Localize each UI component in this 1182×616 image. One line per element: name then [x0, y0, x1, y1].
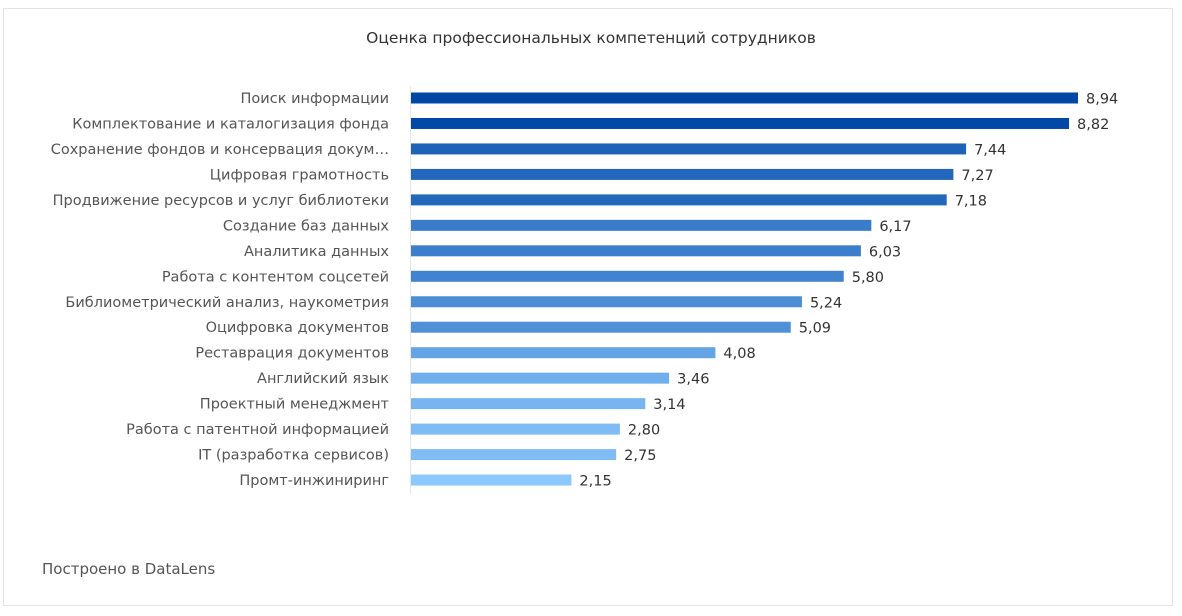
data-label: 6,03 — [869, 244, 901, 260]
footer-credit: Построено в DataLens — [42, 560, 216, 578]
category-label: Работа с патентной информацией — [126, 422, 389, 438]
bar[interactable] — [411, 194, 947, 206]
category-label: Создание баз данных — [223, 218, 390, 234]
bar[interactable] — [411, 423, 620, 435]
data-label: 8,82 — [1077, 117, 1109, 133]
data-label: 5,24 — [810, 295, 842, 311]
data-label: 6,17 — [879, 219, 911, 235]
bar[interactable] — [411, 398, 646, 410]
data-label: 7,44 — [974, 142, 1006, 158]
data-label: 2,15 — [579, 474, 611, 490]
bar[interactable] — [411, 245, 861, 257]
category-label: Оцифровка документов — [206, 320, 389, 336]
chart-title: Оценка профессиональных компетенций сотр… — [366, 29, 816, 47]
data-label: 5,80 — [852, 270, 884, 286]
data-label: 7,18 — [955, 193, 987, 209]
bar[interactable] — [411, 474, 572, 486]
data-label: 4,08 — [723, 346, 755, 362]
category-label: Английский язык — [257, 371, 389, 387]
data-label: 3,46 — [677, 372, 709, 388]
data-label: 5,09 — [799, 321, 831, 337]
category-label: Цифровая грамотность — [210, 167, 389, 183]
data-label: 3,14 — [653, 397, 685, 413]
category-label: Промт-инжиниринг — [239, 473, 389, 489]
bar[interactable] — [411, 372, 670, 384]
chart-card — [3, 8, 1173, 606]
category-label: IT (разработка сервисов) — [198, 448, 389, 464]
bar[interactable] — [411, 347, 716, 359]
category-label: Поиск информации — [241, 91, 389, 107]
category-label: Работа с контентом соцсетей — [162, 269, 389, 285]
bar[interactable] — [411, 143, 967, 155]
data-label: 7,27 — [961, 168, 993, 184]
bar[interactable] — [411, 321, 791, 333]
bar[interactable] — [411, 168, 954, 180]
category-label: Комплектование и каталогизация фонда — [72, 116, 389, 132]
bar[interactable] — [411, 449, 617, 461]
data-label: 2,75 — [624, 448, 656, 464]
bar[interactable] — [411, 296, 802, 308]
bar[interactable] — [411, 92, 1078, 104]
category-label: Сохранение фондов и консервация докум… — [51, 142, 389, 158]
category-label: Продвижение ресурсов и услуг библиотеки — [53, 193, 389, 209]
category-label: Реставрация документов — [195, 346, 389, 362]
data-label: 8,94 — [1086, 92, 1118, 108]
bar[interactable] — [411, 270, 844, 282]
bar[interactable] — [411, 219, 872, 231]
category-label: Аналитика данных — [244, 244, 389, 260]
data-label: 2,80 — [628, 423, 660, 439]
category-label: Библиометрический анализ, наукометрия — [65, 295, 389, 311]
bar[interactable] — [411, 117, 1070, 129]
category-label: Проектный менеджмент — [200, 397, 390, 413]
